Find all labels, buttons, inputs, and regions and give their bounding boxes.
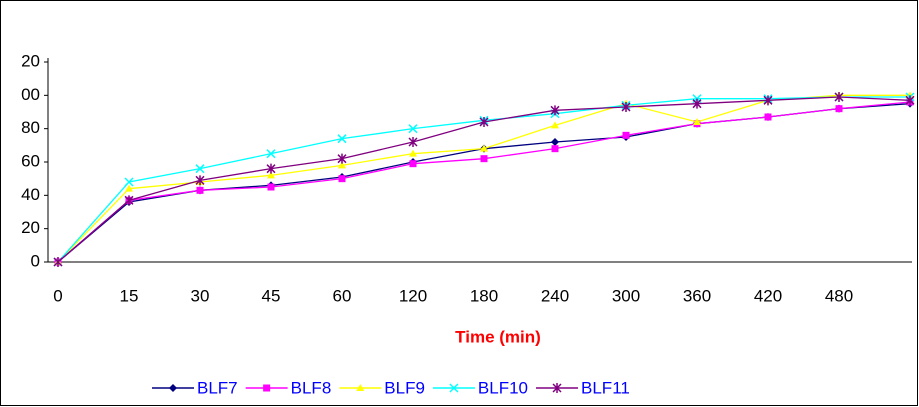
marker	[905, 95, 915, 106]
marker	[337, 153, 347, 164]
marker	[195, 164, 205, 174]
legend-label: BLF7	[197, 378, 238, 397]
marker	[53, 257, 63, 267]
legend-item: BLF9	[339, 378, 425, 397]
marker	[551, 121, 559, 129]
y-tick-label: 80	[21, 118, 40, 137]
marker	[764, 113, 772, 121]
x-tick-label: 180	[470, 286, 498, 305]
marker	[124, 195, 134, 206]
marker	[693, 118, 701, 125]
marker	[337, 134, 347, 144]
legend-item: BLF10	[432, 378, 528, 397]
marker	[449, 383, 459, 393]
marker	[763, 95, 773, 106]
y-tick-label: 40	[21, 185, 40, 204]
marker	[125, 184, 133, 192]
marker	[266, 149, 276, 159]
marker	[408, 124, 418, 134]
marker	[267, 171, 275, 179]
marker	[480, 144, 488, 152]
x-tick-label: 300	[612, 286, 640, 305]
x-tick-label: 240	[541, 286, 569, 305]
marker	[195, 175, 205, 186]
marker	[480, 155, 488, 163]
legend-label: BLF8	[291, 378, 332, 397]
marker	[835, 105, 843, 113]
marker	[552, 383, 562, 393]
x-tick-label: 0	[53, 286, 62, 305]
legend-label: BLF9	[384, 378, 425, 397]
marker	[692, 98, 702, 109]
x-axis-title: Time (min)	[455, 327, 541, 346]
x-tick-label: 420	[754, 286, 782, 305]
marker	[551, 138, 559, 146]
marker	[408, 137, 418, 147]
marker	[267, 183, 275, 191]
y-tick-label: 20	[21, 218, 40, 237]
legend-label: BLF10	[478, 378, 528, 397]
x-tick-label: 30	[191, 286, 210, 305]
marker	[409, 149, 417, 157]
x-tick-label: 15	[120, 286, 139, 305]
x-tick-label: 480	[825, 286, 853, 305]
marker	[550, 105, 560, 116]
legend-item: BLF7	[152, 378, 238, 397]
y-tick-label: 60	[21, 151, 40, 170]
x-tick-label: 120	[399, 286, 427, 305]
marker	[356, 384, 365, 391]
marker	[338, 175, 346, 183]
marker	[196, 186, 204, 194]
marker	[266, 163, 276, 174]
marker	[338, 161, 346, 169]
marker	[263, 384, 271, 392]
marker	[124, 177, 134, 187]
y-tick-label: 0	[31, 251, 40, 270]
marker	[621, 102, 631, 112]
marker	[834, 92, 844, 102]
y-tick-label: 00	[21, 85, 40, 104]
x-tick-label: 60	[333, 286, 352, 305]
x-tick-label: 45	[262, 286, 281, 305]
x-tick-label: 360	[683, 286, 711, 305]
marker	[409, 160, 417, 168]
marker	[622, 131, 630, 139]
marker	[169, 384, 177, 392]
legend-label: BLF11	[581, 378, 630, 397]
marker	[551, 145, 559, 153]
y-tick-label: 20	[21, 51, 40, 70]
legend-item: BLF8	[245, 378, 332, 397]
marker	[479, 117, 489, 127]
legend-item: BLF11	[536, 378, 630, 397]
